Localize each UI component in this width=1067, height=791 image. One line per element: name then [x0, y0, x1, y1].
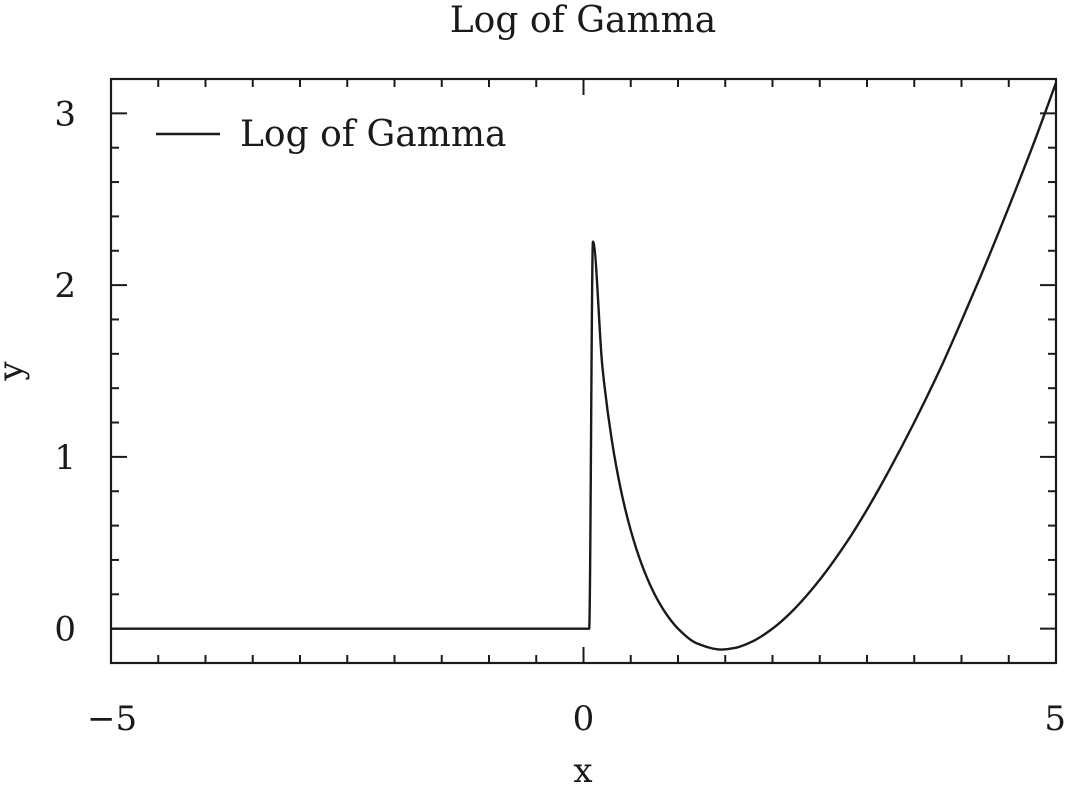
y-tick-label: 0: [54, 610, 76, 650]
y-tick-label: 1: [54, 438, 76, 478]
y-tick-label: 3: [54, 94, 76, 134]
x-tick-label: 0: [573, 699, 595, 739]
major-ticks: [110, 79, 1057, 663]
plot-frame: [109, 77, 1058, 665]
chart-title: Log of Gamma: [450, 0, 716, 41]
x-tick-label: −5: [87, 699, 137, 739]
x-axis-label: x: [573, 751, 592, 791]
legend: Log of Gamma: [156, 114, 506, 155]
y-tick-label: 2: [54, 266, 76, 306]
x-tick-label: 5: [1044, 699, 1066, 739]
series-line-log-of-gamma: [111, 82, 1058, 651]
legend-label: Log of Gamma: [240, 114, 506, 155]
minor-ticks: [111, 78, 1056, 663]
tick-labels: −5 0 5 0 1 2 3: [54, 94, 1066, 739]
y-axis-label: y: [0, 361, 31, 382]
